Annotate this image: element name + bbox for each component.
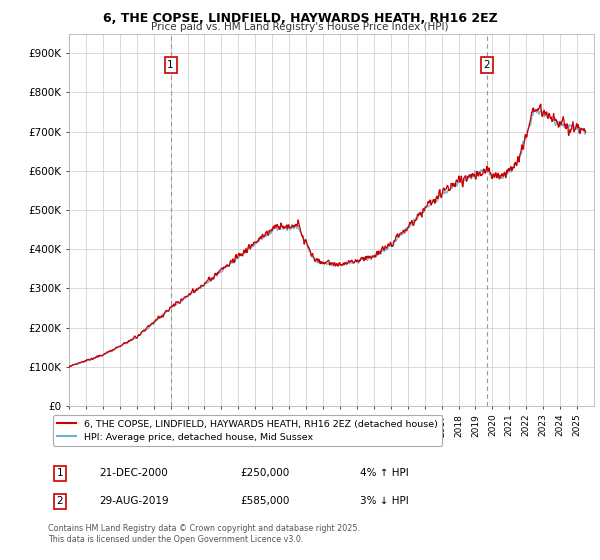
Text: 6, THE COPSE, LINDFIELD, HAYWARDS HEATH, RH16 2EZ: 6, THE COPSE, LINDFIELD, HAYWARDS HEATH,… — [103, 12, 497, 25]
Text: Contains HM Land Registry data © Crown copyright and database right 2025.
This d: Contains HM Land Registry data © Crown c… — [48, 524, 360, 544]
Text: 2: 2 — [56, 496, 64, 506]
Text: Price paid vs. HM Land Registry's House Price Index (HPI): Price paid vs. HM Land Registry's House … — [151, 22, 449, 32]
Text: 1: 1 — [167, 60, 174, 70]
Text: 4% ↑ HPI: 4% ↑ HPI — [360, 468, 409, 478]
Text: 29-AUG-2019: 29-AUG-2019 — [99, 496, 169, 506]
Text: 1: 1 — [56, 468, 64, 478]
Text: 3% ↓ HPI: 3% ↓ HPI — [360, 496, 409, 506]
Legend: 6, THE COPSE, LINDFIELD, HAYWARDS HEATH, RH16 2EZ (detached house), HPI: Average: 6, THE COPSE, LINDFIELD, HAYWARDS HEATH,… — [53, 415, 442, 446]
Text: 2: 2 — [484, 60, 490, 70]
Text: £585,000: £585,000 — [240, 496, 289, 506]
Text: 21-DEC-2000: 21-DEC-2000 — [99, 468, 168, 478]
Text: £250,000: £250,000 — [240, 468, 289, 478]
